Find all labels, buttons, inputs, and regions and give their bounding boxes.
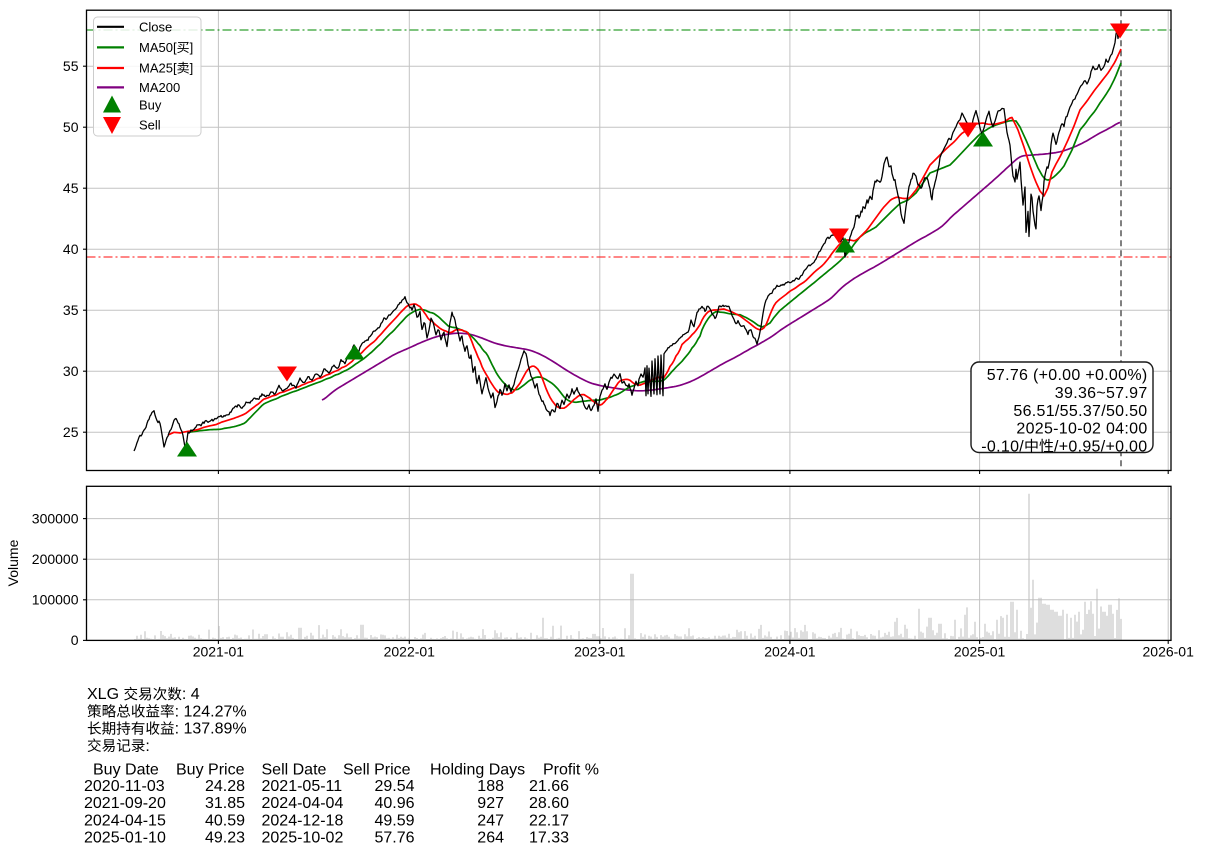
svg-text:Sell Date: Sell Date: [262, 762, 327, 779]
svg-text:30: 30: [63, 363, 79, 379]
svg-text:927: 927: [477, 795, 504, 812]
svg-text:: 4: : 4: [182, 686, 200, 703]
svg-text:55: 55: [63, 58, 79, 74]
svg-text:MA200: MA200: [139, 80, 180, 95]
svg-text:2025-10-02 04:00: 2025-10-02 04:00: [1016, 421, 1147, 438]
svg-text:: 137.89%: : 137.89%: [175, 721, 247, 738]
svg-text:21.66: 21.66: [529, 778, 569, 795]
svg-text:2025-01: 2025-01: [954, 644, 1006, 660]
svg-text:MA50[: MA50[: [139, 40, 177, 55]
svg-text:2022-01: 2022-01: [384, 644, 436, 660]
svg-text:Profit %: Profit %: [543, 762, 599, 779]
svg-text:45: 45: [63, 180, 79, 196]
svg-text:188: 188: [477, 778, 504, 795]
svg-text:2021-05-11: 2021-05-11: [262, 778, 343, 795]
svg-text:0: 0: [71, 632, 79, 648]
svg-text:Close: Close: [139, 19, 172, 34]
svg-text:Volume: Volume: [5, 539, 21, 586]
svg-text:24.28: 24.28: [205, 778, 245, 795]
svg-text:2025-10-02: 2025-10-02: [262, 830, 344, 847]
svg-text:Buy Date: Buy Date: [93, 762, 159, 779]
svg-text:25: 25: [63, 424, 79, 440]
svg-text:56.51/55.37/50.50: 56.51/55.37/50.50: [1013, 403, 1147, 420]
svg-text:28.60: 28.60: [529, 795, 569, 812]
svg-text:2023-01: 2023-01: [574, 644, 626, 660]
svg-text:Buy Price: Buy Price: [176, 762, 245, 779]
svg-text:2021-01: 2021-01: [193, 644, 245, 660]
svg-text:200000: 200000: [32, 551, 79, 567]
svg-text:]: ]: [190, 40, 194, 55]
svg-text:2024-04-15: 2024-04-15: [84, 812, 166, 829]
svg-text:2025-01-10: 2025-01-10: [84, 830, 166, 847]
svg-text:MA25[: MA25[: [139, 61, 177, 76]
svg-text:17.33: 17.33: [529, 830, 569, 847]
svg-text:2020-11-03: 2020-11-03: [84, 778, 165, 795]
svg-text::: :: [145, 738, 149, 755]
svg-text:29.54: 29.54: [374, 778, 414, 795]
svg-text:57.76: 57.76: [374, 830, 414, 847]
svg-text:]: ]: [190, 61, 194, 76]
svg-text:50: 50: [63, 119, 79, 135]
svg-text:57.76 (+0.00 +0.00%): 57.76 (+0.00 +0.00%): [987, 367, 1148, 384]
svg-text:Sell Price: Sell Price: [343, 762, 411, 779]
svg-text:22.17: 22.17: [529, 812, 569, 829]
svg-text:300000: 300000: [32, 510, 79, 526]
svg-text:40.59: 40.59: [205, 812, 245, 829]
svg-text:31.85: 31.85: [205, 795, 245, 812]
svg-text:2021-09-20: 2021-09-20: [84, 795, 166, 812]
svg-text:2026-01: 2026-01: [1143, 644, 1195, 660]
svg-text:2024-12-18: 2024-12-18: [262, 812, 344, 829]
svg-text:2024-01: 2024-01: [764, 644, 816, 660]
svg-text:: 124.27%: : 124.27%: [175, 703, 247, 720]
svg-text:100000: 100000: [32, 592, 79, 608]
svg-text:Buy: Buy: [139, 98, 162, 113]
svg-text:264: 264: [477, 830, 504, 847]
svg-text:-0.10/: -0.10/: [981, 438, 1024, 455]
svg-text:Holding Days: Holding Days: [430, 762, 525, 779]
svg-text:2024-04-04: 2024-04-04: [262, 795, 344, 812]
svg-text:49.59: 49.59: [374, 812, 414, 829]
svg-text:/+0.95/+0.00: /+0.95/+0.00: [1054, 438, 1147, 455]
svg-text:Sell: Sell: [139, 117, 161, 132]
svg-text:40: 40: [63, 241, 79, 257]
svg-text:39.36~57.97: 39.36~57.97: [1055, 385, 1148, 402]
svg-text:40.96: 40.96: [374, 795, 414, 812]
svg-text:XLG: XLG: [87, 686, 119, 703]
svg-text:49.23: 49.23: [205, 830, 245, 847]
svg-text:35: 35: [63, 302, 79, 318]
svg-text:247: 247: [477, 812, 504, 829]
